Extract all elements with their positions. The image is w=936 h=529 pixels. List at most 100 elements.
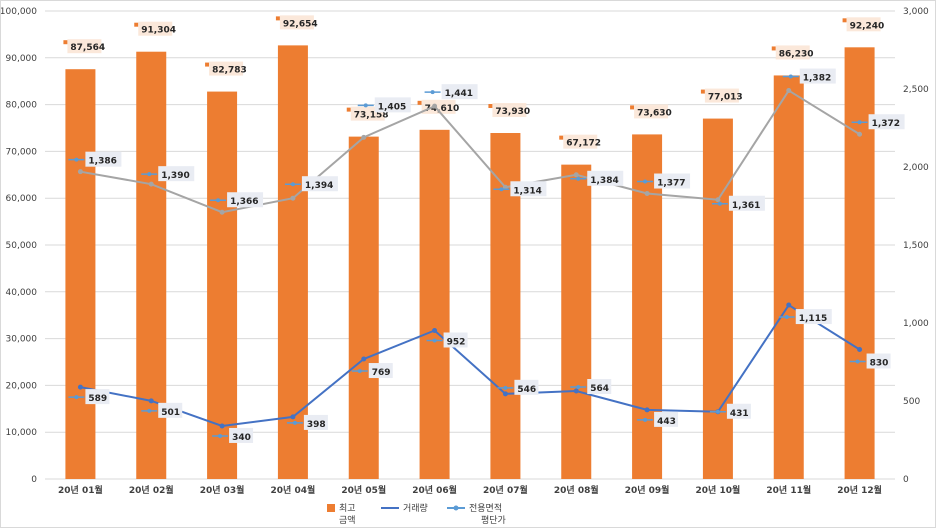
series-point <box>857 347 863 353</box>
line-label-bg <box>587 170 624 186</box>
bar-label-bg <box>704 88 739 103</box>
legend-label-volume: 거래량 <box>403 502 428 514</box>
legend-label-area-price: 전용면적 <box>469 502 502 514</box>
series-line <box>80 303 861 427</box>
series-line <box>80 89 861 214</box>
bar-data-label: 92,654 <box>283 19 318 29</box>
line-label-bg <box>728 195 765 211</box>
series-point <box>77 384 83 390</box>
x-axis-category-label: 20년 08월 <box>554 484 599 496</box>
series-point <box>644 191 650 197</box>
right-axis-tick-label: 2,500 <box>903 85 929 95</box>
series-point <box>786 88 792 94</box>
series-point <box>290 195 296 201</box>
line-data-label: 1,441 <box>445 89 473 99</box>
bar-data-label: 91,304 <box>141 26 176 36</box>
x-axis-category-label: 20년 04월 <box>271 484 316 496</box>
bar-label-bg <box>421 99 456 114</box>
bar <box>773 75 804 479</box>
line-data-label: 1,386 <box>88 157 116 167</box>
label-marker <box>717 201 722 206</box>
bar <box>207 91 238 479</box>
left-axis-tick-label: 20,000 <box>6 381 38 391</box>
label-marker <box>74 395 79 400</box>
label-marker <box>788 74 793 79</box>
series-point <box>290 414 296 420</box>
left-axis-tick-label: 50,000 <box>6 241 38 251</box>
left-axis-tick-label: 0 <box>31 475 37 485</box>
x-axis-category-label: 20년 02월 <box>129 484 174 496</box>
x-axis-category-label: 20년 05월 <box>341 484 386 496</box>
label-marker <box>147 172 152 177</box>
line-data-label: 501 <box>161 408 180 418</box>
bar-label-marker <box>771 46 776 51</box>
label-marker <box>290 182 295 187</box>
bar-label-bg <box>67 39 102 54</box>
left-axis-tick-label: 40,000 <box>6 288 38 298</box>
x-axis-category-label: 20년 10월 <box>696 484 741 496</box>
series-point <box>573 388 579 394</box>
left-axis-tick-label: 80,000 <box>6 101 38 111</box>
bar-data-label: 73,158 <box>354 111 389 121</box>
bar <box>419 129 450 479</box>
bar-label-marker <box>205 62 210 67</box>
line-data-label: 564 <box>590 384 609 394</box>
line-data-label: 431 <box>730 409 749 419</box>
line-label-bg <box>654 173 691 189</box>
right-axis-tick-label: 0 <box>903 475 909 485</box>
line-label-bg <box>868 114 905 130</box>
series-point <box>77 169 83 175</box>
legend-label-max-price-line2: 금액 <box>339 514 356 526</box>
label-marker <box>432 338 437 343</box>
bar-label-marker <box>842 18 847 23</box>
x-axis-category-label: 20년 09월 <box>625 484 670 496</box>
bar <box>348 136 379 480</box>
right-axis-tick-label: 2,000 <box>903 163 929 173</box>
line-label-bg <box>227 192 264 208</box>
series-point <box>857 131 863 137</box>
bar-label-bg <box>775 45 810 60</box>
left-axis-tick-label: 10,000 <box>6 428 38 438</box>
series-point <box>715 197 721 203</box>
line-data-label: 1,361 <box>732 201 760 211</box>
bar-data-label: 86,230 <box>779 49 814 59</box>
bar-label-bg <box>279 15 314 30</box>
bar-data-label: 73,930 <box>495 107 530 117</box>
right-axis-tick-label: 3,000 <box>903 7 929 17</box>
line-data-label: 1,394 <box>305 181 333 191</box>
line-data-label: 1,382 <box>803 74 831 84</box>
line-label-bg <box>510 181 547 197</box>
bar <box>65 69 96 480</box>
bar-label-marker <box>417 100 422 105</box>
line-data-label: 443 <box>657 417 676 427</box>
bar <box>561 164 592 479</box>
bar-label-bg <box>492 103 527 118</box>
label-marker <box>216 198 221 203</box>
bar <box>702 118 733 479</box>
label-marker <box>715 409 720 414</box>
bar-label-marker <box>275 16 280 21</box>
line-label-bg <box>587 379 612 395</box>
bar <box>277 45 308 480</box>
line-data-label: 1,405 <box>378 102 406 112</box>
bar-label-bg <box>209 61 244 76</box>
bar-label-marker <box>700 89 705 94</box>
label-marker <box>74 157 79 162</box>
bar-label-bg <box>563 134 598 149</box>
label-marker <box>363 103 368 108</box>
legend-label-max-price: 최고 <box>339 503 356 514</box>
label-marker <box>643 417 648 422</box>
line-label-bg <box>443 332 468 348</box>
label-marker <box>503 385 508 390</box>
left-axis-tick-label: 100,000 <box>1 7 37 17</box>
left-axis-tick-label: 30,000 <box>6 335 38 345</box>
legend-label-area-price-line2: 평단가 <box>481 515 506 526</box>
line-label-bg <box>229 427 254 443</box>
line-data-label: 952 <box>447 337 466 347</box>
line-label-bg <box>374 97 411 113</box>
bar-data-label: 67,172 <box>566 139 601 149</box>
line-label-bg <box>795 309 832 325</box>
line-data-label: 1,384 <box>590 176 618 186</box>
series-point <box>432 103 438 109</box>
